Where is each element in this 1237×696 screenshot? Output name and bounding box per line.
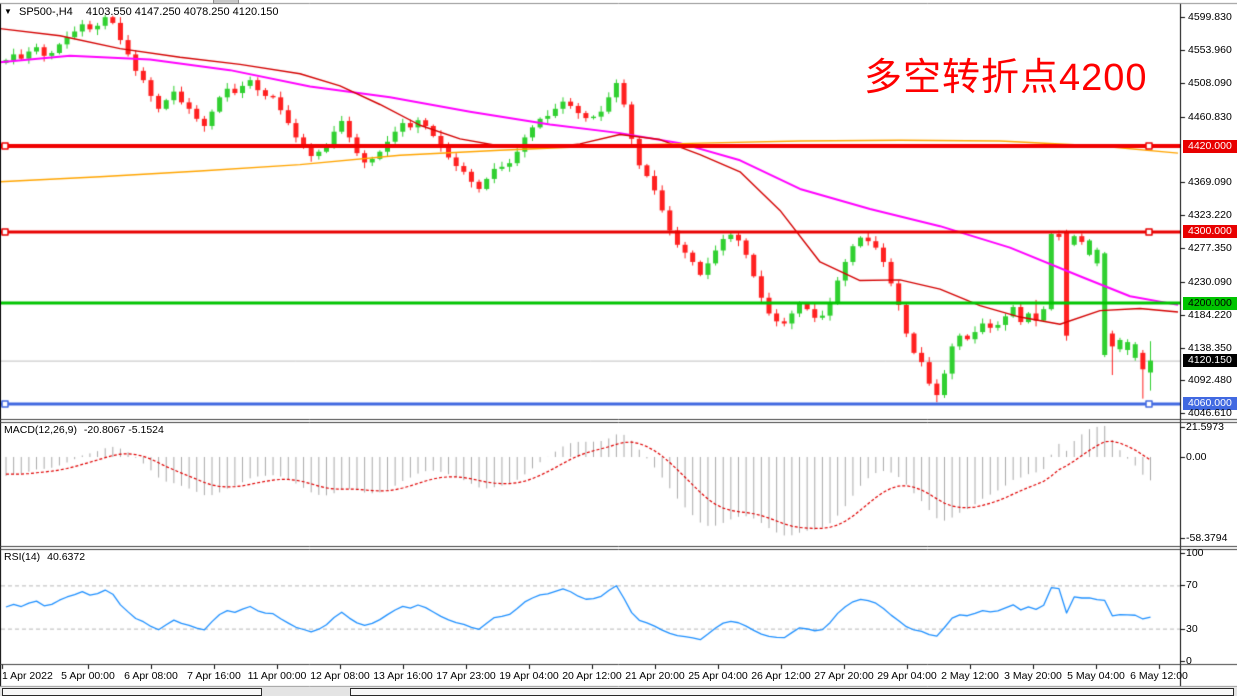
- time-axis-label: 6 May 12:00: [1130, 670, 1188, 682]
- price-axis-tick: 4508.090: [1188, 77, 1232, 89]
- time-axis-label: 5 May 04:00: [1067, 670, 1125, 682]
- scrollbar-segment-left[interactable]: [2, 688, 262, 696]
- time-axis-label: 1 Apr 2022: [2, 670, 53, 682]
- time-axis-label: 6 Apr 08:00: [124, 670, 178, 682]
- time-axis-label: 5 Apr 00:00: [61, 670, 115, 682]
- price-axis-tick: 4277.350: [1188, 242, 1232, 254]
- time-axis-label: 2 May 12:00: [941, 670, 999, 682]
- price-axis-tick: 4369.090: [1188, 176, 1232, 188]
- price-axis-tick: 4323.220: [1188, 209, 1232, 221]
- macd-axis-tick: 0.00: [1186, 451, 1207, 463]
- price-axis-tick: 4599.830: [1188, 11, 1232, 23]
- rsi-axis-tick: 30: [1186, 623, 1198, 635]
- time-axis-label: 13 Apr 16:00: [373, 670, 433, 682]
- price-axis-tick: 4553.960: [1188, 44, 1232, 56]
- time-axis-label: 20 Apr 12:00: [562, 670, 622, 682]
- time-axis-label: 7 Apr 16:00: [187, 670, 241, 682]
- time-axis-label: 25 Apr 04:00: [688, 670, 748, 682]
- time-axis-label: 27 Apr 20:00: [814, 670, 874, 682]
- time-axis-label: 12 Apr 08:00: [310, 670, 370, 682]
- price-axis-tick: 4092.480: [1188, 374, 1232, 386]
- time-axis-label: 29 Apr 04:00: [877, 670, 937, 682]
- price-axis-tick: 4184.220: [1188, 309, 1232, 321]
- macd-axis-tick: -58.3794: [1186, 532, 1228, 544]
- time-axis-label: 11 Apr 00:00: [247, 670, 307, 682]
- price-badge-4300: 4300.000: [1183, 225, 1237, 238]
- price-badge-current: 4120.150: [1183, 354, 1237, 367]
- price-axis-tick: 4138.350: [1188, 342, 1232, 354]
- price-badge-4200: 4200.000: [1183, 297, 1237, 310]
- time-axis-label: 3 May 20:00: [1004, 670, 1062, 682]
- price-badge-4420: 4420.000: [1183, 140, 1237, 153]
- macd-axis-tick: 21.5973: [1186, 421, 1224, 433]
- rsi-axis-tick: 70: [1186, 579, 1198, 591]
- price-axis-tick: 4460.830: [1188, 111, 1232, 123]
- time-axis-label: 19 Apr 04:00: [499, 670, 559, 682]
- toolbar-notch: [213, 0, 239, 4]
- rsi-axis-tick: 100: [1186, 547, 1204, 559]
- rsi-axis-tick: 0: [1186, 655, 1192, 667]
- time-axis-label: 17 Apr 23:00: [436, 670, 496, 682]
- price-axis-tick: 4230.090: [1188, 276, 1232, 288]
- time-axis-label: 26 Apr 12:00: [751, 670, 811, 682]
- time-axis-label: 21 Apr 20:00: [625, 670, 685, 682]
- price-badge-4060: 4060.000: [1183, 397, 1237, 410]
- horizontal-scrollbar[interactable]: [0, 687, 1237, 696]
- price-axis-tick: 4046.610: [1188, 407, 1232, 419]
- scrollbar-segment-right[interactable]: [350, 688, 1234, 696]
